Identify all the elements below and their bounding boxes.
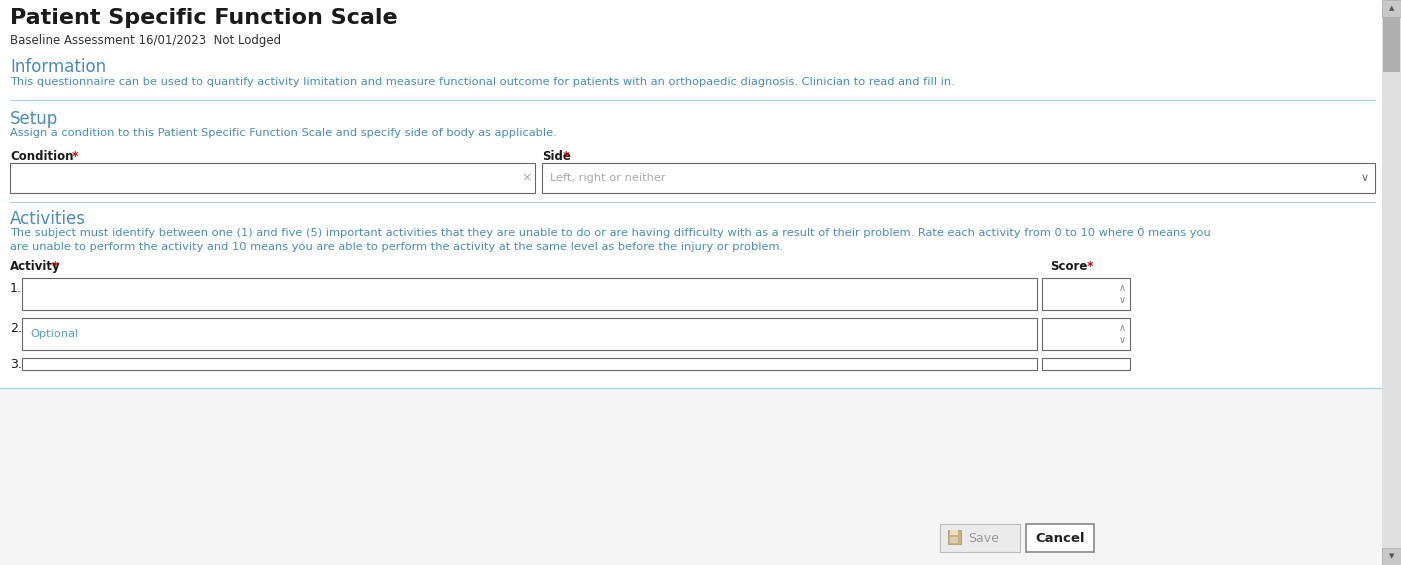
Text: *: * [1083,260,1093,273]
Text: 2.: 2. [10,321,22,334]
Bar [1042,358,1131,370]
Text: ×: × [521,172,532,185]
Text: are unable to perform the activity and 10 means you are able to perform the acti: are unable to perform the activity and 1… [10,242,783,252]
Text: Cancel: Cancel [1035,532,1084,545]
Text: Score: Score [1049,260,1087,273]
Text: Optional: Optional [29,329,78,339]
Text: *: * [48,260,59,273]
Bar [1381,548,1401,565]
Text: Left, right or neither: Left, right or neither [551,173,665,183]
Bar [1383,17,1400,72]
Text: *: * [69,150,78,163]
Text: ∧: ∧ [1118,283,1125,293]
Bar [1042,318,1131,350]
Bar [940,524,1020,552]
Text: Activities: Activities [10,210,85,228]
Text: This questionnaire can be used to quantify activity limitation and measure funct: This questionnaire can be used to quanti… [10,77,954,87]
Bar [22,358,1037,370]
Text: Patient Specific Function Scale: Patient Specific Function Scale [10,8,398,28]
Bar [950,530,958,535]
Bar [10,163,535,193]
Bar [1042,278,1131,310]
Text: 3.: 3. [10,358,22,371]
Bar [22,278,1037,310]
Text: Information: Information [10,58,106,76]
Bar [948,530,961,544]
Bar [22,318,1037,350]
Bar [1381,0,1401,565]
Bar [1026,524,1094,552]
Text: Save: Save [968,532,999,545]
Text: ▼: ▼ [1388,554,1394,559]
Bar [542,163,1374,193]
Text: ∧: ∧ [1118,323,1125,333]
Text: *: * [559,150,569,163]
Text: Assign a condition to this Patient Specific Function Scale and specify side of b: Assign a condition to this Patient Speci… [10,128,556,138]
Text: ▲: ▲ [1388,6,1394,11]
Text: 1.: 1. [10,281,22,294]
Text: ∨: ∨ [1118,335,1125,345]
Text: Baseline Assessment 16/01/2023  Not Lodged: Baseline Assessment 16/01/2023 Not Lodge… [10,34,282,47]
Text: ∨: ∨ [1118,295,1125,305]
Text: The subject must identify between one (1) and five (5) important activities that: The subject must identify between one (1… [10,228,1210,238]
Bar [950,537,958,543]
Text: ∨: ∨ [1360,173,1369,183]
Text: Setup: Setup [10,110,59,128]
Bar [0,388,1381,565]
Text: Condition: Condition [10,150,73,163]
Text: Activity: Activity [10,260,60,273]
Bar [1381,0,1401,17]
Text: Side: Side [542,150,570,163]
